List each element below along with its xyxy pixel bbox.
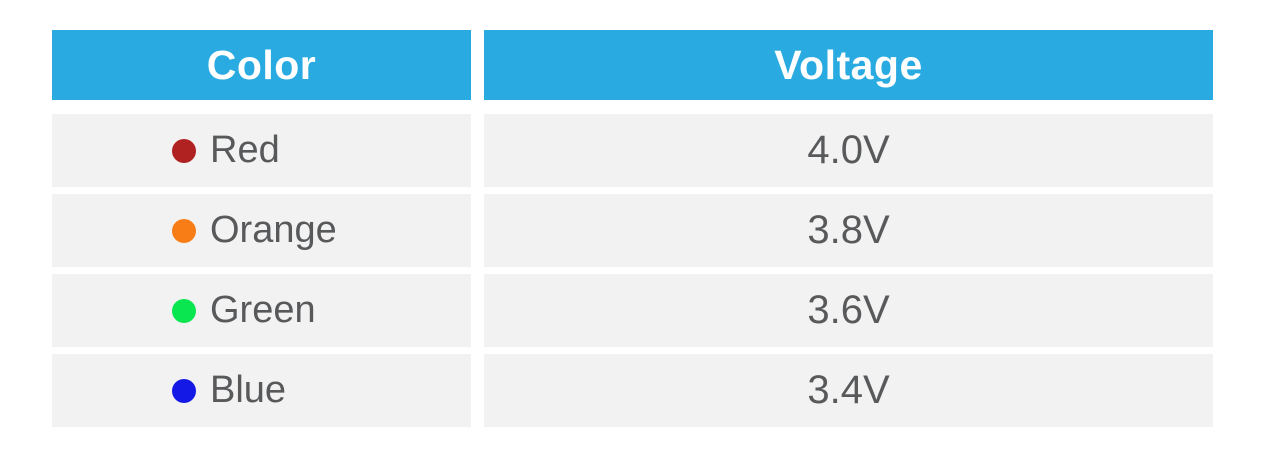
table-header-row: Color Voltage xyxy=(52,30,1213,100)
column-header-color-label: Color xyxy=(206,41,317,88)
table-row: Orange 3.8V xyxy=(52,194,1213,267)
voltage-cell: 4.0V xyxy=(484,114,1213,187)
color-label: Green xyxy=(210,289,316,331)
color-cell: Red xyxy=(52,114,471,187)
voltage-value: 3.8V xyxy=(807,208,890,252)
table-row: Green 3.6V xyxy=(52,274,1213,347)
color-cell: Green xyxy=(52,274,471,347)
color-label: Blue xyxy=(210,369,287,411)
blue-dot-icon xyxy=(172,378,196,403)
red-dot-icon xyxy=(172,138,196,163)
color-cell: Orange xyxy=(52,194,471,267)
column-header-color: Color xyxy=(52,30,471,100)
table-row: Blue 3.4V xyxy=(52,354,1213,427)
green-dot-icon xyxy=(172,298,196,323)
color-label: Red xyxy=(210,129,280,171)
column-header-voltage-label: Voltage xyxy=(774,41,923,88)
column-header-voltage: Voltage xyxy=(484,30,1213,100)
color-cell: Blue xyxy=(52,354,471,427)
color-label: Orange xyxy=(210,209,337,251)
voltage-value: 4.0V xyxy=(807,128,890,172)
orange-dot-icon xyxy=(172,218,196,243)
voltage-cell: 3.6V xyxy=(484,274,1213,347)
voltage-cell: 3.8V xyxy=(484,194,1213,267)
voltage-cell: 3.4V xyxy=(484,354,1213,427)
table-row: Red 4.0V xyxy=(52,114,1213,187)
color-voltage-table: Color Voltage Red 4.0V Orange 3.8V Green… xyxy=(52,30,1213,434)
voltage-value: 3.6V xyxy=(807,288,890,332)
voltage-value: 3.4V xyxy=(807,368,890,412)
